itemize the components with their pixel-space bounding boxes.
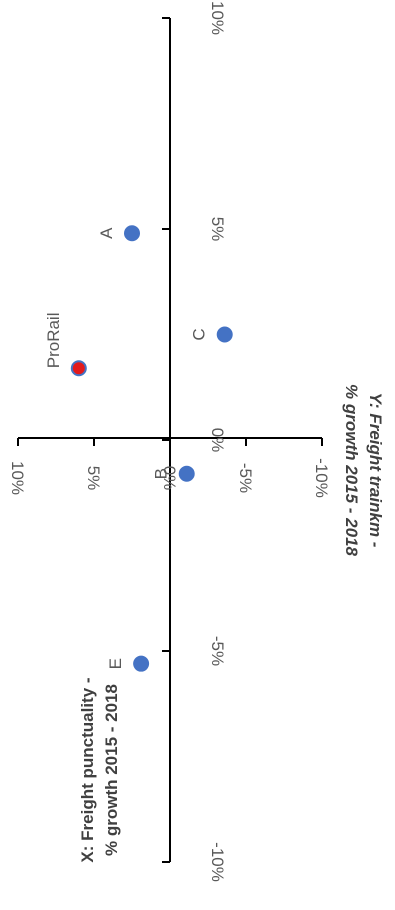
- y-tick-label: -10%: [312, 458, 331, 498]
- data-point-label: A: [97, 227, 116, 239]
- x-tick-label: 0%: [208, 428, 227, 453]
- x-axis-title-line: % growth 2015 - 2018: [102, 684, 121, 856]
- data-points: A ProRail C B E: [44, 225, 233, 672]
- x-tick-label: -10%: [208, 842, 227, 882]
- data-point: [178, 465, 195, 482]
- y-tick-label: 0%: [160, 466, 179, 491]
- x-tick-label: 5%: [208, 217, 227, 242]
- axes: [17, 17, 323, 863]
- x-axis-title-line: X: Freight punctuality -: [78, 677, 97, 862]
- data-point: [70, 360, 87, 377]
- y-tick-label: 5%: [84, 466, 103, 491]
- data-point-label: ProRail: [44, 313, 63, 369]
- y-tick-label: -5%: [236, 463, 255, 493]
- y-axis-title-line: % growth 2015 - 2018: [342, 384, 361, 557]
- x-tick-label: -5%: [208, 636, 227, 666]
- data-point-label: E: [106, 658, 125, 669]
- x-tick-label: 10%: [208, 1, 227, 35]
- data-point-label: B: [152, 468, 171, 479]
- data-point-label: C: [190, 328, 209, 340]
- axis-titles: X: Freight punctuality - % growth 2015 - …: [78, 384, 385, 863]
- data-point: [124, 225, 140, 242]
- y-axis-title-line: Y: Freight trainkm -: [366, 393, 385, 548]
- tick-labels: -10% -5% 0% 5% 10% -10% -5% 0% 5% 10%: [8, 1, 331, 882]
- y-tick-label: 10%: [8, 461, 27, 495]
- y-axis-title: Y: Freight trainkm - % growth 2015 - 2018: [342, 384, 385, 557]
- data-point: [133, 655, 150, 672]
- data-point: [216, 326, 233, 343]
- x-axis-title: X: Freight punctuality - % growth 2015 - …: [78, 677, 121, 862]
